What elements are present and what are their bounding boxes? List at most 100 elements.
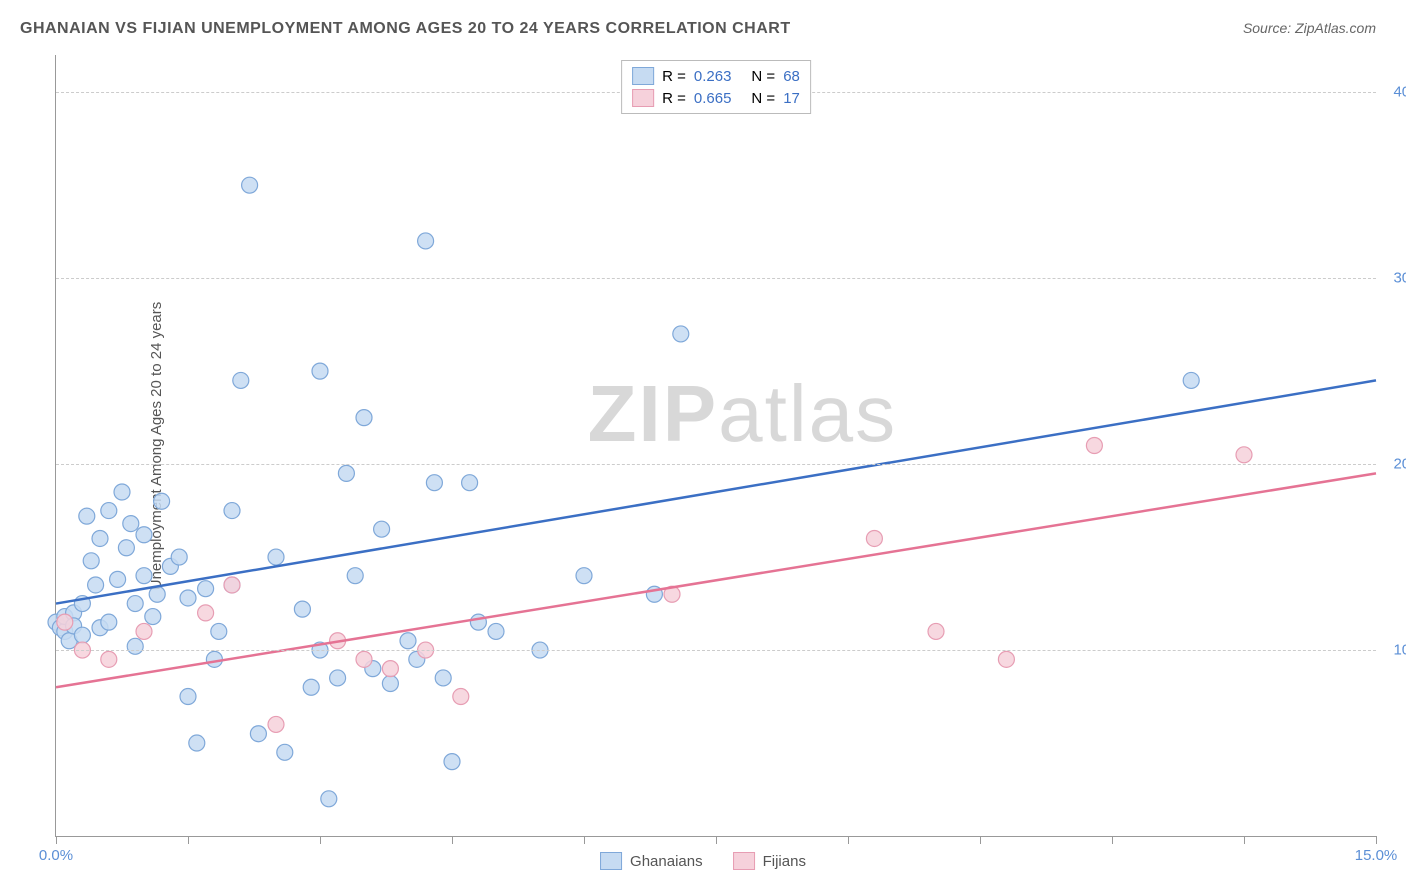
x-tick [848, 836, 849, 844]
scatter-point [382, 661, 398, 677]
scatter-point [83, 553, 99, 569]
scatter-point [435, 670, 451, 686]
scatter-point [453, 689, 469, 705]
swatch-ghanaians [632, 67, 654, 85]
scatter-point [866, 530, 882, 546]
legend-label: Ghanaians [630, 853, 703, 870]
scatter-point [356, 651, 372, 667]
scatter-point [136, 568, 152, 584]
swatch-fijians [733, 852, 755, 870]
scatter-point [127, 638, 143, 654]
scatter-point [136, 623, 152, 639]
legend-r-value: 0.263 [694, 68, 732, 85]
scatter-point [127, 596, 143, 612]
legend-label: Fijians [763, 853, 806, 870]
scatter-point [294, 601, 310, 617]
x-tick [188, 836, 189, 844]
scatter-point [268, 549, 284, 565]
scatter-point [928, 623, 944, 639]
gridline [56, 650, 1376, 651]
scatter-svg [56, 55, 1376, 836]
scatter-point [189, 735, 205, 751]
scatter-point [206, 651, 222, 667]
plot-area: ZIPatlas R = 0.263 N = 68 R = 0.665 N = … [55, 55, 1376, 837]
x-tick [1244, 836, 1245, 844]
x-tick [1112, 836, 1113, 844]
legend-n-label: N = [751, 68, 775, 85]
scatter-point [101, 503, 117, 519]
gridline [56, 464, 1376, 465]
x-tick [56, 836, 57, 844]
x-tick [716, 836, 717, 844]
scatter-point [1183, 372, 1199, 388]
scatter-point [110, 571, 126, 587]
scatter-point [224, 577, 240, 593]
scatter-point [250, 726, 266, 742]
scatter-point [79, 508, 95, 524]
scatter-point [233, 372, 249, 388]
swatch-fijians [632, 89, 654, 107]
scatter-point [347, 568, 363, 584]
scatter-point [224, 503, 240, 519]
scatter-point [1086, 438, 1102, 454]
scatter-point [382, 676, 398, 692]
scatter-point [470, 614, 486, 630]
scatter-point [114, 484, 130, 500]
x-tick-label: 0.0% [39, 847, 73, 864]
scatter-point [101, 614, 117, 630]
y-tick-label: 10.0% [1393, 642, 1406, 659]
chart-container: GHANAIAN VS FIJIAN UNEMPLOYMENT AMONG AG… [0, 0, 1406, 892]
scatter-point [462, 475, 478, 491]
scatter-point [303, 679, 319, 695]
scatter-point [74, 627, 90, 643]
scatter-point [180, 590, 196, 606]
correlation-legend: R = 0.263 N = 68 R = 0.665 N = 17 [621, 60, 811, 114]
legend-row-fijians: R = 0.665 N = 17 [632, 87, 800, 109]
x-tick [1376, 836, 1377, 844]
scatter-point [426, 475, 442, 491]
legend-r-value: 0.665 [694, 90, 732, 107]
scatter-point [356, 410, 372, 426]
scatter-point [198, 605, 214, 621]
scatter-point [444, 754, 460, 770]
scatter-point [321, 791, 337, 807]
scatter-point [400, 633, 416, 649]
scatter-point [180, 689, 196, 705]
scatter-point [673, 326, 689, 342]
x-tick [320, 836, 321, 844]
legend-r-label: R = [662, 68, 686, 85]
chart-title: GHANAIAN VS FIJIAN UNEMPLOYMENT AMONG AG… [20, 20, 791, 38]
scatter-point [136, 527, 152, 543]
legend-n-value: 68 [783, 68, 800, 85]
scatter-point [171, 549, 187, 565]
y-tick-label: 30.0% [1393, 270, 1406, 287]
legend-n-label: N = [751, 90, 775, 107]
scatter-point [330, 670, 346, 686]
scatter-point [418, 233, 434, 249]
legend-item-ghanaians: Ghanaians [600, 852, 703, 870]
x-tick [980, 836, 981, 844]
scatter-point [92, 530, 108, 546]
scatter-point [57, 614, 73, 630]
legend-n-value: 17 [783, 90, 800, 107]
x-tick [452, 836, 453, 844]
series-legend: Ghanaians Fijians [600, 852, 806, 870]
scatter-point [374, 521, 390, 537]
scatter-point [268, 716, 284, 732]
x-tick [584, 836, 585, 844]
y-tick-label: 20.0% [1393, 456, 1406, 473]
legend-r-label: R = [662, 90, 686, 107]
scatter-point [277, 744, 293, 760]
scatter-point [576, 568, 592, 584]
gridline [56, 278, 1376, 279]
legend-item-fijians: Fijians [733, 852, 806, 870]
trend-line [56, 473, 1376, 687]
scatter-point [101, 651, 117, 667]
scatter-point [154, 493, 170, 509]
legend-row-ghanaians: R = 0.263 N = 68 [632, 65, 800, 87]
scatter-point [145, 609, 161, 625]
scatter-point [211, 623, 227, 639]
swatch-ghanaians [600, 852, 622, 870]
x-tick-label: 15.0% [1355, 847, 1398, 864]
scatter-point [312, 363, 328, 379]
